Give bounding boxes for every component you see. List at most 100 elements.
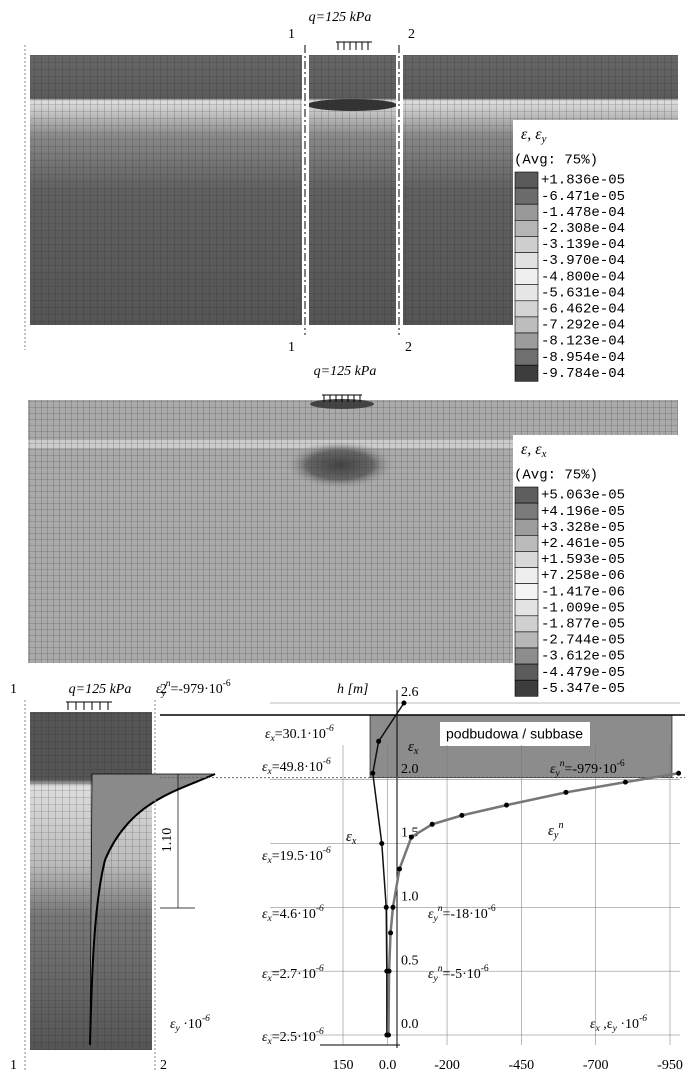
series-label: εyn [548,820,564,841]
legend-entry: -1.417e-06 [541,584,625,600]
annotation-part: n [560,759,565,769]
load-label: q=125 kPa [69,682,132,697]
legend-entry: -8.954e-04 [541,350,625,366]
annotation-part: -6 [316,964,324,974]
legend-swatch [514,203,539,221]
series-label-part: y [553,830,559,841]
annotation-part: -6 [323,757,331,767]
unit-label-part: ·10 [180,1017,202,1032]
data-point [386,968,392,974]
load-label: q=125 kPa [309,10,372,25]
legend-title: ε, εx [521,441,547,460]
legend-entry: -8.123e-04 [541,334,625,350]
legend-swatch [514,187,539,205]
y-tick-label: 0.5 [401,953,419,968]
legend-swatch [514,284,539,302]
series-line [387,771,679,1036]
y-tick-label: 0.0 [401,1017,419,1032]
legend-swatch [514,679,539,697]
annotation-part: ε [262,760,268,775]
legend-background [513,435,685,701]
x-axis-label-part: y [612,1024,618,1034]
legend-swatch [514,518,539,536]
data-point [676,770,682,776]
data-point [622,779,628,785]
legend-title-part: ε, ε [521,126,542,143]
data-point [390,904,396,910]
legend-entry: +2.461e-05 [541,536,625,552]
legend-entry: -5.347e-05 [541,681,625,697]
annotation-part: ε [265,727,271,742]
annotation-part: =2.7·10 [272,967,316,982]
legend-swatch [514,252,539,269]
annotation-part: ε [428,907,434,922]
legend-entry: +1.593e-05 [541,552,625,568]
annotation-part: y [555,769,561,779]
annotation-part: ε [550,762,556,777]
annotation-part: =-979·10 [565,762,617,777]
annotation-part: x [267,974,273,984]
section-label: 2 [160,682,167,697]
peak-label-part: -6 [223,679,231,689]
annotation: εyn=-979·10-6 [550,759,625,779]
annotation-part: x [267,856,273,866]
annotation-part: -6 [316,1027,324,1037]
depth-label: 1.10 [160,828,175,853]
legend-entry: +7.258e-06 [541,568,625,584]
annotation-part: =-18·10 [443,907,488,922]
load-label: q=125 kPa [314,364,377,379]
legend-swatch [514,316,539,334]
legend-swatch [514,583,539,600]
annotation-part: x [267,914,273,924]
annotation: εx=30.1·10-6 [265,724,334,744]
legend-swatch [514,615,539,633]
series-label: εx [408,739,419,757]
legend-entry: -3.612e-05 [541,649,625,665]
series-label-part: n [558,820,563,831]
annotation: εx=2.7·10-6 [262,964,324,984]
annotation-part: ε [262,849,268,864]
bottom-left-contour [24,700,216,1070]
annotation-part: ε [262,967,268,982]
series-label-part: ε [346,829,352,845]
legend-swatch [514,332,539,350]
annotation-part: -6 [481,964,489,974]
series-label-part: ε [408,739,414,755]
legend-swatch [514,300,539,318]
section-label: 2 [405,340,412,355]
section-label: 2 [408,27,415,42]
legend-swatch [514,631,539,649]
legend-title: ε, εy [521,126,547,145]
data-point [504,802,509,808]
section-label: 1 [288,27,295,42]
legend-swatch [514,268,539,286]
annotation-part: -6 [488,904,496,914]
annotation-part: =-5·10 [443,967,481,982]
unit-label-part: y [175,1024,181,1034]
data-point [408,834,414,840]
legend-swatch [514,534,539,552]
peak-label-part: n [166,679,171,689]
legend-entry: -4.479e-05 [541,665,625,681]
legend-swatch [514,647,539,665]
y-tick-label: 1.0 [401,890,419,905]
legend-entry: -3.970e-04 [541,253,625,269]
y-tick-label: 1.5 [401,826,419,841]
legend-background [513,120,685,386]
legend-title-part: ε, ε [521,441,542,458]
data-point [383,904,389,910]
annotation-part: n [438,904,443,914]
legend-entry: -5.631e-04 [541,285,625,301]
annotation: εyn=-5·10-6 [428,964,489,984]
annotation-part: =49.8·10 [272,760,323,775]
annotation-part: x [270,734,276,744]
legend-swatch [514,567,539,584]
legend-entry: -6.471e-05 [541,189,625,205]
x-axis-label-part: ε [590,1017,596,1032]
annotation-part: -6 [326,724,334,734]
annotation-part: x [267,767,273,777]
x-tick-label: -200 [434,1058,460,1073]
annotation-part: x [267,1037,273,1047]
x-axis-label-part: x [595,1024,601,1034]
data-point [563,789,569,795]
